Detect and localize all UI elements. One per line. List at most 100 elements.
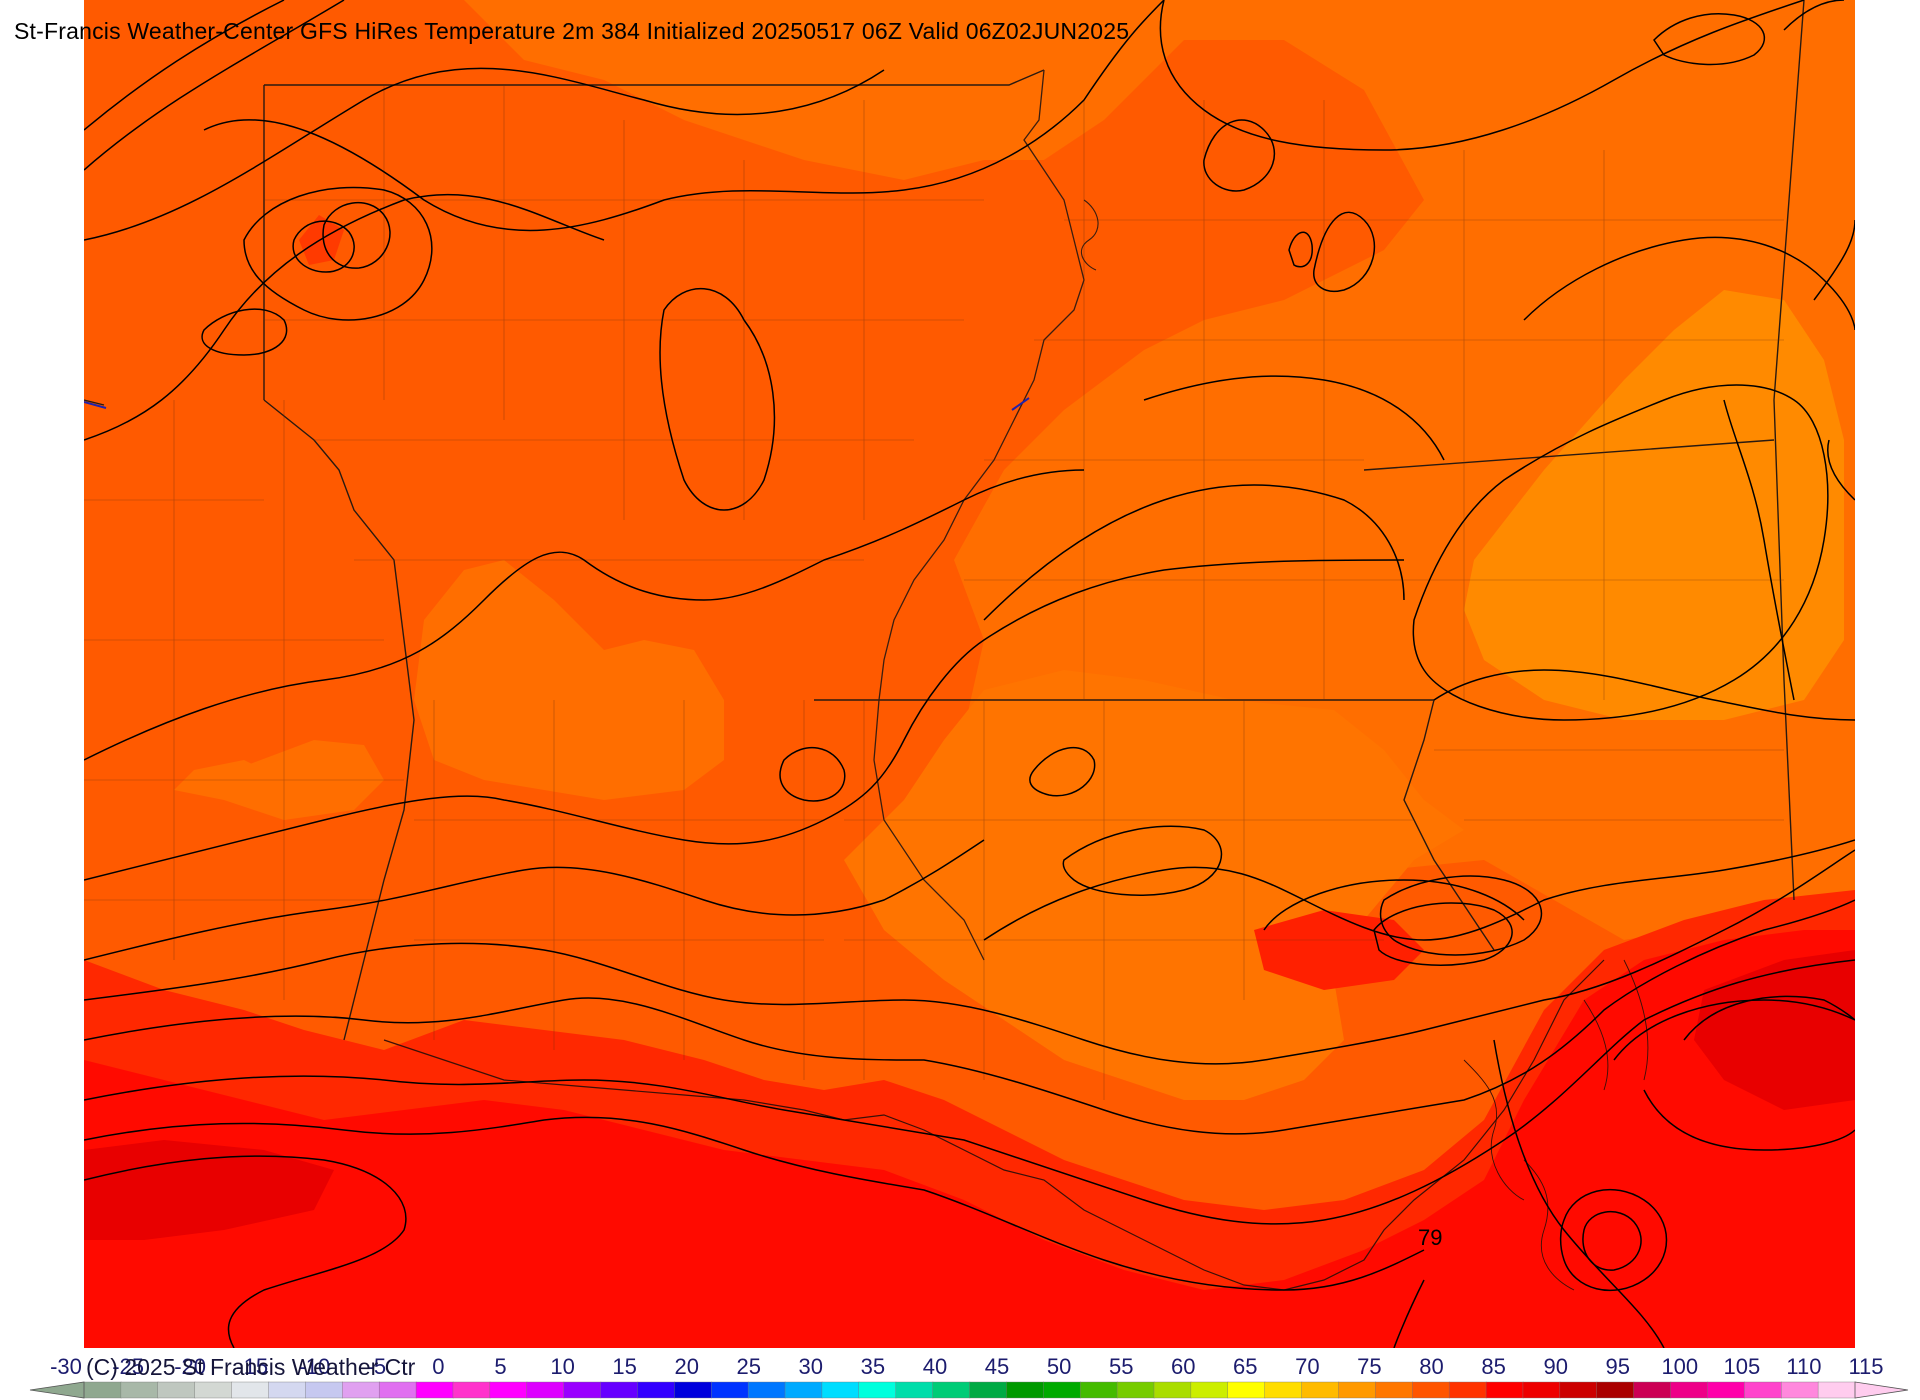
colorbar-swatch [784, 1381, 823, 1399]
colorbar-tick-label: 5 [494, 1354, 506, 1379]
colorbar-tick-label: 80 [1419, 1354, 1443, 1379]
colorbar-swatch [342, 1381, 380, 1399]
colorbar-swatch [1596, 1381, 1635, 1399]
fill-region-gulf-dark-west [84, 1140, 334, 1240]
colorbar-swatch [1522, 1381, 1561, 1399]
fill-region-nw-hot [299, 215, 344, 265]
colorbar-swatch [858, 1381, 897, 1399]
temperature-map: 79 [84, 0, 1855, 1348]
colorbar-tick-label: 95 [1605, 1354, 1629, 1379]
colorbar-swatch [674, 1381, 712, 1399]
colorbar-swatch [1781, 1381, 1819, 1399]
colorbar-swatch [1338, 1381, 1377, 1399]
colorbar-tick-label: 25 [737, 1354, 761, 1379]
state-borders [84, 0, 1805, 1041]
colorbar-swatch [1817, 1381, 1856, 1399]
colorbar-swatch [711, 1381, 749, 1399]
colorbar-swatch [637, 1381, 676, 1399]
colorbar-swatch [120, 1381, 159, 1399]
fill-region-louisiana [844, 670, 1464, 1100]
colorbar-swatch [268, 1381, 307, 1399]
isotherm-contours [84, 0, 1855, 1348]
colorbar-tick-label: 115 [1848, 1354, 1883, 1379]
colorbar-tick-label: 100 [1661, 1354, 1698, 1379]
colorbar-tick-label: 110 [1786, 1354, 1821, 1379]
colorbar-swatch [1006, 1381, 1045, 1399]
colorbar-left-arrow [29, 1381, 85, 1399]
colorbar-right-arrow [1854, 1381, 1909, 1399]
colorbar-swatch [563, 1381, 602, 1399]
colorbar-swatches [83, 1381, 1856, 1399]
colorbar-tick-label: 45 [985, 1354, 1009, 1379]
colorbar-swatch [895, 1381, 934, 1399]
blue-mark-river [1011, 397, 1030, 411]
river-wiggle-north [1080, 199, 1099, 271]
colorbar-tick-label: 30 [799, 1354, 823, 1379]
colorbar-swatch [1227, 1381, 1266, 1399]
colorbar-tick-label: 10 [550, 1354, 574, 1379]
colorbar-tick-label: 90 [1543, 1354, 1567, 1379]
colorbar-swatch [489, 1381, 528, 1399]
colorbar-swatch [600, 1381, 639, 1399]
colorbar-swatch [1670, 1381, 1709, 1399]
fill-region-central [414, 560, 724, 800]
colorbar-swatch [415, 1381, 454, 1399]
fill-region-bay [1254, 910, 1424, 990]
colorbar-swatch [305, 1381, 343, 1399]
colorbar-swatch [1264, 1381, 1303, 1399]
fill-region-gulf [84, 930, 1855, 1348]
colorbar-swatch [231, 1381, 270, 1399]
colorbar-tick-label: 105 [1724, 1354, 1761, 1379]
colorbar-tick-label: 15 [612, 1354, 636, 1379]
colorbar-tick-label: -25 [112, 1354, 144, 1379]
colorbar-swatch [1153, 1381, 1192, 1399]
colorbar-swatch [452, 1381, 491, 1399]
colorbar-swatch [821, 1381, 860, 1399]
colorbar-swatch [932, 1381, 971, 1399]
colorbar-swatch [1375, 1381, 1413, 1399]
colorbar-tick-label: 50 [1047, 1354, 1071, 1379]
mississippi-river [873, 69, 1085, 961]
colorbar-swatch [747, 1381, 786, 1399]
colorbar-swatch [1633, 1381, 1672, 1399]
colorbar-tick-label: 55 [1109, 1354, 1133, 1379]
fill-region-warm-pocket [1464, 290, 1844, 720]
colorbar-swatch [1116, 1381, 1155, 1399]
colorbar-tick-label: 35 [861, 1354, 885, 1379]
map-title: St-Francis Weather-Center GFS HiRes Temp… [14, 18, 1130, 44]
colorbar-tick-label: 65 [1233, 1354, 1257, 1379]
colorbar-labels: -30 -25 -20 -15 -10 -5 0 5 10 15 20 25 30 35 40 45 50 55 6… [50, 1354, 1883, 1379]
colorbar-swatch [1744, 1381, 1782, 1399]
blue-mark-west [84, 401, 107, 409]
colorbar-tick-label: -10 [298, 1354, 330, 1379]
colorbar-swatch [1485, 1381, 1524, 1399]
colorbar-swatch [1301, 1381, 1340, 1399]
colorbar-swatch [1079, 1381, 1118, 1399]
colorbar-swatch [194, 1381, 233, 1399]
copyright-notice: (C) 2025 St Francis Weather Ctr [86, 1354, 416, 1380]
colorbar-swatch [1707, 1381, 1746, 1399]
colorbar-swatch [157, 1381, 196, 1399]
colorbar-tick-label: 20 [674, 1354, 698, 1379]
colorbar-tick-label: -5 [367, 1354, 387, 1379]
county-lines [84, 85, 1784, 1100]
colorbar-tick-label: -20 [174, 1354, 206, 1379]
colorbar-swatch [969, 1381, 1008, 1399]
fill-region-ne [464, 0, 1855, 940]
colorbar-tick-label: -15 [236, 1354, 268, 1379]
temperature-colorbar: -30 -25 -20 -15 -10 -5 0 5 10 15 20 25 30 35 40 45 50 55 6… [29, 1354, 1909, 1399]
colorbar-swatch [1448, 1381, 1487, 1399]
contour-label-79: 79 [1418, 1225, 1442, 1250]
colorbar-swatch [83, 1381, 122, 1399]
colorbar-swatch [526, 1381, 565, 1399]
fill-region-gulf-dark-east [1694, 950, 1855, 1110]
colorbar-tick-label: 40 [923, 1354, 947, 1379]
colorbar-tick-label: 60 [1171, 1354, 1195, 1379]
colorbar-swatch [1043, 1381, 1081, 1399]
colorbar-tick-label: 70 [1295, 1354, 1319, 1379]
colorbar-swatch [1559, 1381, 1598, 1399]
colorbar-tick-label: 75 [1357, 1354, 1381, 1379]
colorbar-swatch [1412, 1381, 1450, 1399]
colorbar-tick-label: -30 [50, 1354, 82, 1379]
colorbar-tick-label: 0 [432, 1354, 444, 1379]
